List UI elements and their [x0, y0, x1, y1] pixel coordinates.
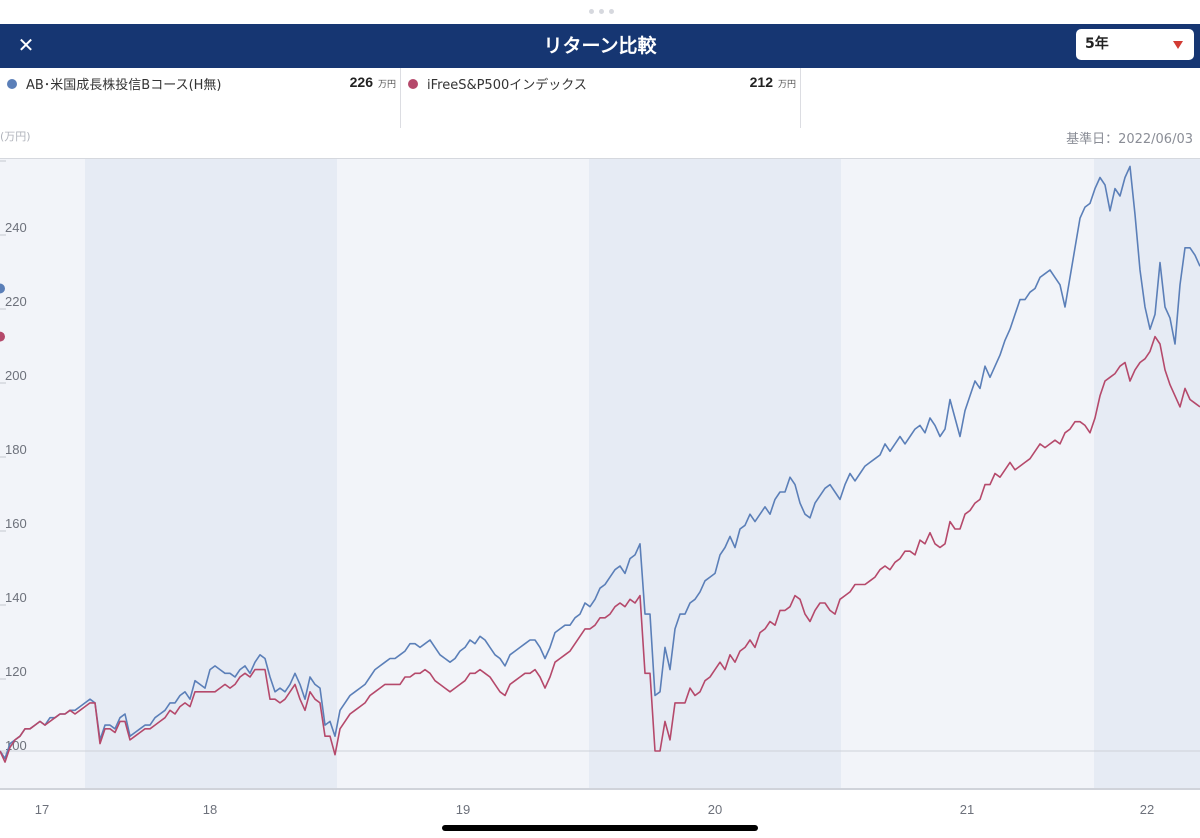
x-tick-label: 17 — [34, 802, 50, 817]
series-end-marker — [0, 331, 5, 342]
series-line — [0, 165, 1200, 760]
series-line — [0, 335, 1200, 763]
x-tick-label: 21 — [959, 802, 975, 817]
y-tick-label: 100 — [5, 738, 27, 753]
x-axis-labels: 17 18 19 20 21 22 — [0, 790, 1200, 820]
page-title: リターン比較 — [543, 35, 657, 57]
x-tick-label: 20 — [707, 802, 723, 817]
close-icon[interactable]: ✕ — [17, 35, 35, 57]
header-bar: ✕ リターン比較 5年 — [0, 24, 1200, 68]
legend-label: AB･米国成長株投信Bコース(H無) — [26, 78, 222, 93]
line-chart[interactable]: 100 120 140 160 180 200 220 240 260 — [0, 158, 1200, 790]
legend-unit: 万円 — [777, 80, 796, 90]
period-select[interactable]: 5年 — [1076, 29, 1194, 60]
legend-unit: 万円 — [377, 80, 396, 90]
caret-down-icon — [1173, 41, 1183, 49]
sheet-grabber[interactable] — [589, 9, 614, 14]
legend-item-ifree-sp500[interactable]: iFreeS&P500インデックス 212 万円 — [401, 68, 801, 128]
x-tick-label: 18 — [202, 802, 218, 817]
y-tick-label: 220 — [5, 294, 27, 309]
legend-dot-icon — [408, 79, 418, 89]
y-tick-label: 240 — [5, 220, 27, 235]
period-select-value: 5年 — [1085, 36, 1109, 52]
grabber-dot — [599, 9, 604, 14]
y-tick-label: 160 — [5, 516, 27, 531]
grabber-dot — [609, 9, 614, 14]
grabber-dot — [589, 9, 594, 14]
y-axis-unit: (万円) — [0, 130, 31, 143]
x-tick-label: 22 — [1139, 802, 1155, 817]
legend-label: iFreeS&P500インデックス — [427, 78, 587, 93]
legend: AB･米国成長株投信Bコース(H無) 226 万円 iFreeS&P500インデ… — [0, 68, 1200, 128]
base-date: 基準日：2022/06/03 — [1066, 132, 1193, 147]
series-end-marker — [0, 283, 5, 294]
y-tick-label: 180 — [5, 442, 27, 457]
year-band — [589, 158, 841, 790]
y-tick-label: 200 — [5, 368, 27, 383]
home-indicator[interactable] — [442, 825, 758, 831]
y-tick-label: 140 — [5, 590, 27, 605]
y-tick-label: 260 — [5, 158, 27, 161]
legend-amount: 226 — [349, 74, 373, 90]
legend-dot-icon — [7, 79, 17, 89]
legend-item-ab-growth[interactable]: AB･米国成長株投信Bコース(H無) 226 万円 — [0, 68, 401, 128]
y-tick-label: 120 — [5, 664, 27, 679]
legend-amount: 212 — [749, 74, 773, 90]
x-tick-label: 19 — [455, 802, 471, 817]
